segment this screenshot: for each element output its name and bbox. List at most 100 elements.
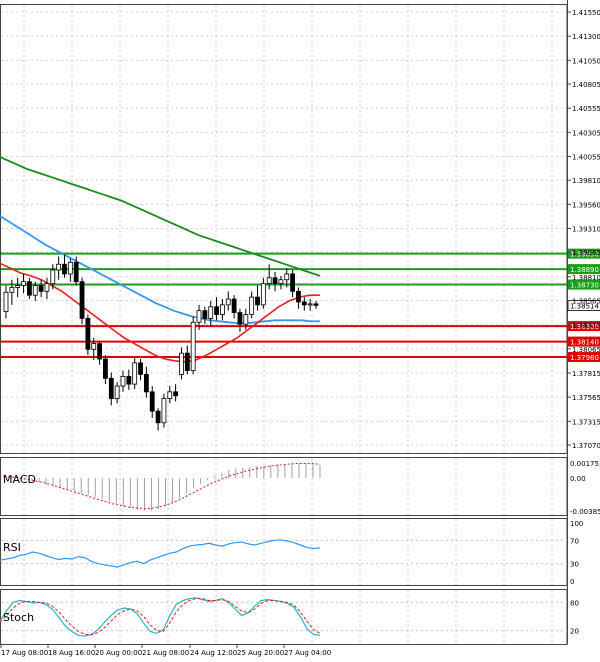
x-tick-label: 20 Aug 00:00 [95, 649, 142, 657]
candle [290, 270, 296, 298]
level-tag-label: 1.38300 [570, 323, 599, 331]
bear-candle-body [126, 375, 132, 385]
candle [161, 393, 167, 428]
candle [266, 264, 272, 290]
y-tick-label: 1.38065 [572, 346, 600, 354]
macd-tick-label: -0.003854 [570, 508, 600, 516]
bear-candle-body [149, 391, 155, 412]
bear-candle-body [301, 301, 307, 306]
frame-rsi [0, 518, 568, 586]
candle [143, 366, 149, 398]
rsi-tick-label: 30 [570, 561, 579, 569]
bear-candle-body [173, 391, 179, 397]
bull-candle-body [3, 291, 9, 313]
ma-green-line [0, 156, 321, 277]
candle [50, 264, 56, 290]
candle [9, 279, 15, 305]
level-tag [568, 352, 600, 363]
candle [202, 306, 208, 325]
candle [155, 408, 161, 431]
current-price-label: 1.38514 [570, 302, 599, 310]
bull-candle-body [114, 385, 120, 400]
x-tick-label: 18 Aug 16:00 [48, 649, 95, 657]
macd-tick-label: 0.00 [570, 475, 586, 483]
bull-candle-body [132, 362, 138, 385]
y-tick-label: 1.38565 [572, 298, 600, 306]
bear-candle-body [296, 290, 301, 303]
y-tick-label: 1.41050 [572, 57, 600, 65]
bear-candle-body [85, 317, 91, 350]
y-tick-label: 1.37070 [572, 442, 600, 450]
candle [237, 308, 243, 332]
y-tick-label: 1.41550 [572, 9, 600, 17]
time-axis: 17 Aug 08:00 18 Aug 16:00 20 Aug 00:00 21 A… [0, 644, 331, 657]
rsi-label: RSI [3, 541, 21, 554]
candle [79, 277, 85, 325]
candle [225, 291, 231, 311]
candle [103, 355, 108, 385]
macd-label: MACD [3, 473, 36, 486]
y-tick-label: 1.37315 [572, 418, 600, 426]
bull-candle-body [120, 375, 126, 387]
x-tick-label: 21 Aug 08:00 [142, 649, 189, 657]
rsi-line [0, 539, 321, 568]
y-tick-label: 1.38810 [572, 274, 600, 282]
bull-candle-body [32, 285, 38, 296]
ma-red-line [0, 262, 320, 363]
x-tick-label: 17 Aug 08:00 [1, 649, 48, 657]
current-price-tag [567, 300, 600, 311]
y-tick-label: 1.40305 [572, 129, 600, 137]
bear-candle-body [214, 306, 219, 315]
candle [243, 308, 249, 330]
level-tag [568, 248, 600, 259]
bear-candle-body [313, 303, 319, 306]
bull-candle-body [249, 296, 255, 315]
level-tag-label: 1.37980 [570, 354, 599, 362]
level-tag-label: 1.38730 [570, 282, 599, 290]
candle [114, 382, 120, 404]
candle [196, 304, 202, 330]
grid-lines [1, 5, 567, 644]
candle [32, 281, 38, 301]
macd-tick-label: 0.001753 [570, 460, 600, 468]
x-tick-label: 25 Aug 20:00 [237, 649, 284, 657]
bull-candle-body [284, 273, 290, 281]
macd-panel: 0.001753 0.00 -0.003854 [3, 460, 600, 516]
level-tag-label: 1.38890 [570, 266, 599, 274]
y-tick-label: 1.39560 [572, 201, 600, 209]
frame-macd [0, 457, 568, 516]
y-tick-label: 1.40805 [572, 81, 600, 89]
candle [120, 370, 126, 392]
moving-averages [0, 156, 321, 363]
candle [231, 295, 237, 319]
bear-candle-body [38, 285, 44, 292]
rsi-tick-label: 70 [570, 537, 579, 545]
candle [296, 287, 301, 309]
candle [26, 277, 32, 300]
candle [249, 291, 255, 319]
y-tick-label: 1.40555 [572, 105, 600, 113]
bull-candle-body [56, 263, 62, 271]
y-tick-label: 1.40055 [572, 153, 600, 161]
candle [138, 358, 143, 381]
level-tag [568, 321, 600, 332]
bear-candle-body [237, 312, 243, 325]
candle [272, 271, 278, 292]
candle [56, 256, 62, 280]
bull-candle-body [44, 283, 50, 292]
bear-candle-body [184, 352, 190, 371]
candle [255, 285, 260, 311]
bear-candle-body [79, 281, 85, 319]
candle [307, 299, 313, 311]
bull-candle-body [67, 261, 73, 275]
candle [220, 299, 225, 321]
bull-candle-body [91, 343, 97, 350]
bull-candle-body [15, 285, 21, 288]
candle [284, 268, 290, 288]
candle [38, 279, 44, 298]
y-tick-label: 1.39810 [572, 177, 600, 185]
candle [132, 357, 138, 389]
candle [184, 345, 190, 375]
bull-candle-body [21, 281, 26, 286]
candle [173, 384, 179, 402]
